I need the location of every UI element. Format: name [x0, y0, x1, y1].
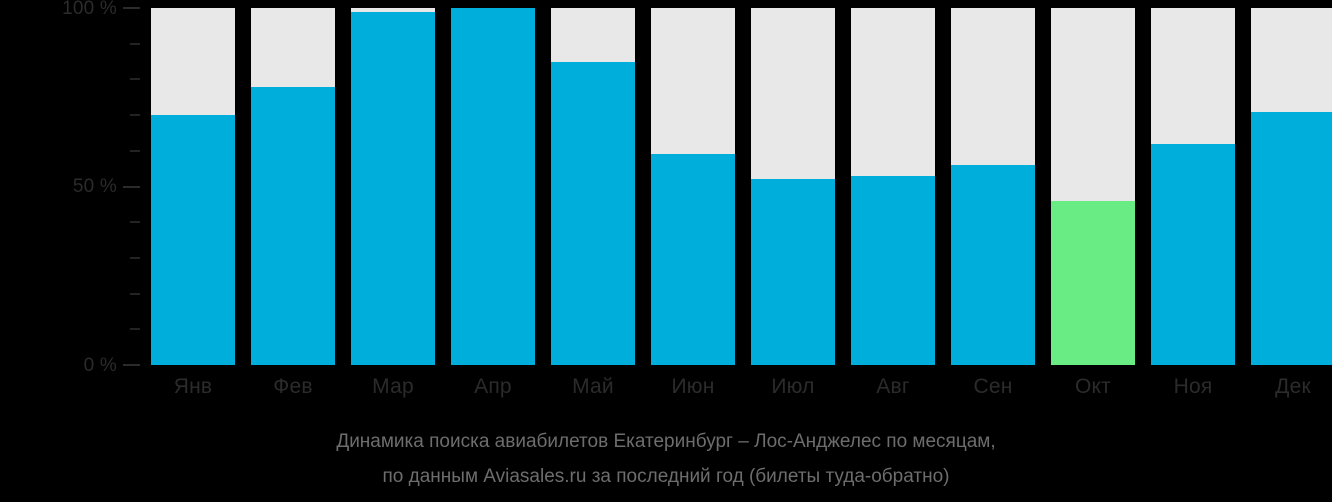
bar-fill [451, 8, 535, 365]
bar-track [151, 8, 235, 365]
bar-3[interactable] [451, 0, 535, 368]
bar-fill [251, 86, 335, 365]
x-axis-label-3: Апр [474, 375, 512, 398]
chart-caption: Динамика поиска авиабилетов Екатеринбург… [0, 424, 1332, 494]
bar-8[interactable] [951, 0, 1035, 368]
x-axis-label-2: Мар [372, 375, 414, 398]
bar-fill [351, 11, 435, 365]
caption-line-1: Динамика поиска авиабилетов Екатеринбург… [336, 431, 996, 452]
bar-4[interactable] [551, 0, 635, 368]
bar-track [1051, 8, 1135, 365]
y-axis-tick-mark [123, 364, 140, 366]
bar-track [951, 8, 1035, 365]
y-axis-tick-label: 0 % [83, 354, 117, 376]
x-axis-label-6: Июл [771, 375, 815, 398]
bar-track [1151, 8, 1235, 365]
bar-fill [151, 115, 235, 365]
bar-fill [951, 165, 1035, 365]
bar-fill-highlighted [1051, 200, 1135, 365]
bar-fill [551, 61, 635, 365]
bar-track [1251, 8, 1332, 365]
y-axis-minor-tick [130, 42, 140, 45]
plot-area [151, 0, 1332, 368]
y-axis-tick-mark [123, 7, 140, 9]
bar-fill [751, 179, 835, 365]
x-axis-label-4: Май [572, 375, 614, 398]
y-axis-minor-tick [130, 78, 140, 81]
bar-11[interactable] [1251, 0, 1332, 368]
y-axis-minor-tick [130, 292, 140, 295]
bar-fill [651, 154, 735, 365]
x-axis-label-11: Дек [1275, 375, 1311, 398]
caption-line-2: по данным Aviasales.ru за последний год … [382, 466, 950, 487]
bar-track [651, 8, 735, 365]
x-axis-label-1: Фев [273, 375, 313, 398]
x-axis-label-5: Июн [671, 375, 715, 398]
y-axis-minor-tick [130, 114, 140, 117]
bar-track [451, 8, 535, 365]
bar-fill [1251, 111, 1332, 365]
y-axis-minor-tick [130, 256, 140, 259]
bar-10[interactable] [1151, 0, 1235, 368]
x-axis: Янв Фев Мар Апр Май Июн Июл Авг Сен Окт Ноя Дек [151, 372, 1332, 412]
bar-track [351, 8, 435, 365]
bar-2[interactable] [351, 0, 435, 368]
bar-7[interactable] [851, 0, 935, 368]
bar-fill [1151, 143, 1235, 365]
y-axis: 100 % 50 % 0 % [0, 0, 151, 375]
y-axis-minor-tick [130, 328, 140, 331]
bar-1[interactable] [251, 0, 335, 368]
y-axis-minor-tick [130, 149, 140, 152]
x-axis-label-10: Ноя [1173, 375, 1213, 398]
y-axis-tick-mark [123, 185, 140, 188]
bar-track [851, 8, 935, 365]
bar-track [251, 8, 335, 365]
x-axis-label-0: Янв [173, 375, 213, 398]
bar-6[interactable] [751, 0, 835, 368]
y-axis-tick-label: 50 % [72, 176, 117, 197]
y-axis-tick-label: 100 % [62, 0, 117, 19]
x-axis-label-8: Сен [973, 375, 1013, 398]
x-axis-label-7: Авг [876, 375, 910, 398]
bar-fill [851, 175, 935, 365]
bar-track [551, 8, 635, 365]
bar-9[interactable] [1051, 0, 1135, 368]
bar-0[interactable] [151, 0, 235, 368]
x-axis-label-9: Окт [1075, 375, 1111, 398]
y-axis-minor-tick [130, 221, 140, 224]
bar-track [751, 8, 835, 365]
bar-5[interactable] [651, 0, 735, 368]
